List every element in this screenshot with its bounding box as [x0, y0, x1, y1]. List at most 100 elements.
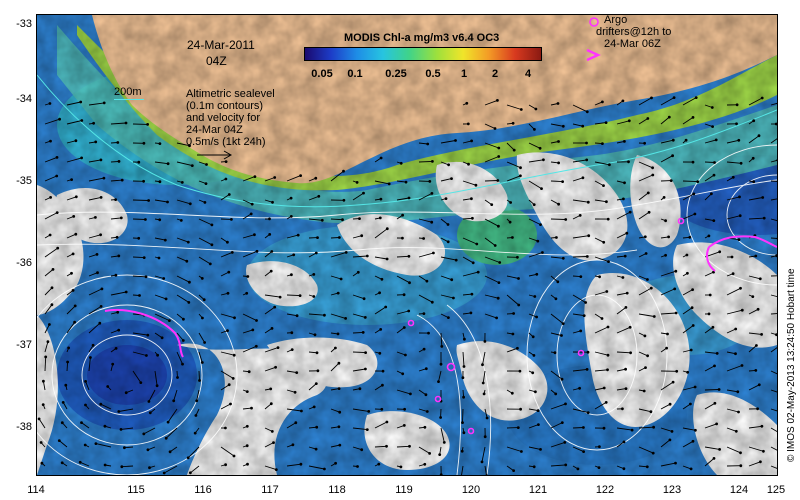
velocity-arrow-head — [739, 464, 743, 468]
velocity-arrow-head — [142, 179, 145, 183]
argo-legend-track-icon — [586, 48, 601, 62]
legend-line: 24-Mar 04Z — [186, 124, 243, 136]
velocity-arrow-head — [204, 182, 208, 186]
velocity-arrow — [176, 332, 184, 341]
velocity-arrow — [165, 427, 178, 439]
velocity-arrow-head — [187, 301, 191, 304]
velocity-arrow — [242, 329, 253, 334]
velocity-arrow-head — [485, 416, 489, 420]
velocity-arrow-head — [581, 176, 585, 180]
velocity-arrow — [660, 116, 670, 125]
velocity-arrow-head — [667, 235, 670, 239]
velocity-arrow — [163, 465, 178, 474]
velocity-arrow-head — [625, 291, 629, 295]
velocity-arrow — [44, 324, 50, 334]
velocity-arrow — [124, 446, 134, 449]
velocity-arrow-head — [664, 219, 667, 223]
velocity-arrow-head — [643, 235, 647, 239]
velocity-arrow-head — [668, 438, 672, 442]
velocity-arrow-head — [94, 442, 98, 445]
velocity-arrow-head — [407, 196, 411, 200]
velocity-arrow-head — [274, 365, 277, 369]
velocity-arrow-head — [481, 363, 484, 367]
velocity-arrow — [374, 421, 388, 429]
velocity-arrow — [462, 256, 474, 264]
velocity-arrow-head — [224, 177, 228, 181]
velocity-arrow-head — [602, 386, 606, 390]
velocity-arrow-head — [519, 108, 523, 111]
velocity-arrow-head — [512, 312, 515, 315]
velocity-arrow-head — [70, 178, 73, 182]
velocity-arrow — [330, 275, 342, 280]
velocity-arrow — [374, 180, 390, 185]
velocity-arrow-head — [554, 392, 558, 396]
velocity-arrow-head — [736, 390, 740, 394]
velocity-arrow-head — [166, 162, 170, 166]
velocity-arrow — [132, 351, 147, 356]
velocity-arrow — [726, 389, 738, 393]
velocity-arrow — [638, 351, 648, 357]
velocity-arrow-head — [67, 346, 70, 350]
colorbar-tick: 0.5 — [425, 68, 441, 80]
velocity-arrow-head — [253, 233, 256, 237]
velocity-arrow — [132, 332, 148, 336]
velocity-arrow — [132, 275, 147, 278]
velocity-arrow-head — [712, 173, 716, 177]
map-panel[interactable] — [36, 14, 778, 476]
velocity-arrow-head — [738, 214, 742, 218]
velocity-arrow — [352, 368, 366, 372]
velocity-arrow-head — [534, 107, 538, 111]
argo-floats — [407, 217, 685, 435]
velocity-arrow-head — [602, 426, 606, 430]
velocity-arrow-head — [83, 443, 87, 447]
velocity-arrow — [550, 123, 564, 127]
velocity-arrow-head — [117, 254, 121, 258]
velocity-arrow-head — [379, 156, 383, 160]
velocity-arrow — [748, 308, 759, 315]
velocity-arrow-head — [189, 471, 192, 475]
velocity-arrow-head — [316, 369, 320, 373]
velocity-arrow-head — [582, 314, 586, 317]
velocity-arrow-head — [401, 372, 405, 376]
velocity-arrow-head — [272, 441, 275, 444]
colorbar — [304, 47, 542, 61]
velocity-arrow-head — [532, 203, 536, 207]
velocity-arrow-head — [84, 403, 87, 407]
velocity-arrow-head — [338, 410, 342, 414]
velocity-arrow-head — [290, 331, 294, 335]
velocity-arrow-head — [762, 216, 766, 220]
velocity-arrow-head — [114, 198, 117, 202]
velocity-arrow-head — [48, 323, 51, 326]
velocity-arrow — [748, 97, 763, 106]
velocity-arrow-head — [60, 421, 64, 425]
velocity-arrow-head — [585, 368, 589, 371]
legend-line: and velocity for — [186, 112, 260, 124]
velocity-arrow-head — [649, 410, 653, 414]
velocity-arrow-head — [751, 156, 755, 160]
velocity-arrow-head — [61, 401, 65, 404]
velocity-arrow-head — [227, 270, 231, 274]
velocity-arrow-head — [563, 441, 567, 444]
velocity-arrow-head — [245, 424, 249, 428]
velocity-arrow — [462, 408, 464, 423]
velocity-arrow-head — [273, 305, 277, 309]
velocity-arrow-head — [57, 439, 61, 442]
velocity-arrow-head — [202, 298, 206, 302]
velocity-arrow-head — [439, 416, 442, 419]
velocity-arrow — [396, 310, 409, 315]
velocity-arrow-head — [691, 116, 695, 119]
velocity-arrow — [242, 213, 252, 220]
velocity-arrow — [44, 341, 49, 353]
velocity-arrow-head — [600, 317, 604, 320]
velocity-arrow-head — [430, 300, 434, 304]
velocity-arrow — [418, 160, 433, 163]
velocity-arrow-head — [339, 277, 343, 281]
velocity-arrow-head — [604, 121, 608, 124]
velocity-arrow — [484, 123, 496, 129]
velocity-arrow-head — [775, 333, 777, 337]
velocity-arrow-head — [254, 344, 258, 348]
velocity-arrow-head — [99, 158, 103, 162]
velocity-arrow-head — [51, 268, 55, 271]
velocity-arrow-head — [119, 216, 123, 220]
velocity-arrow — [462, 180, 477, 186]
